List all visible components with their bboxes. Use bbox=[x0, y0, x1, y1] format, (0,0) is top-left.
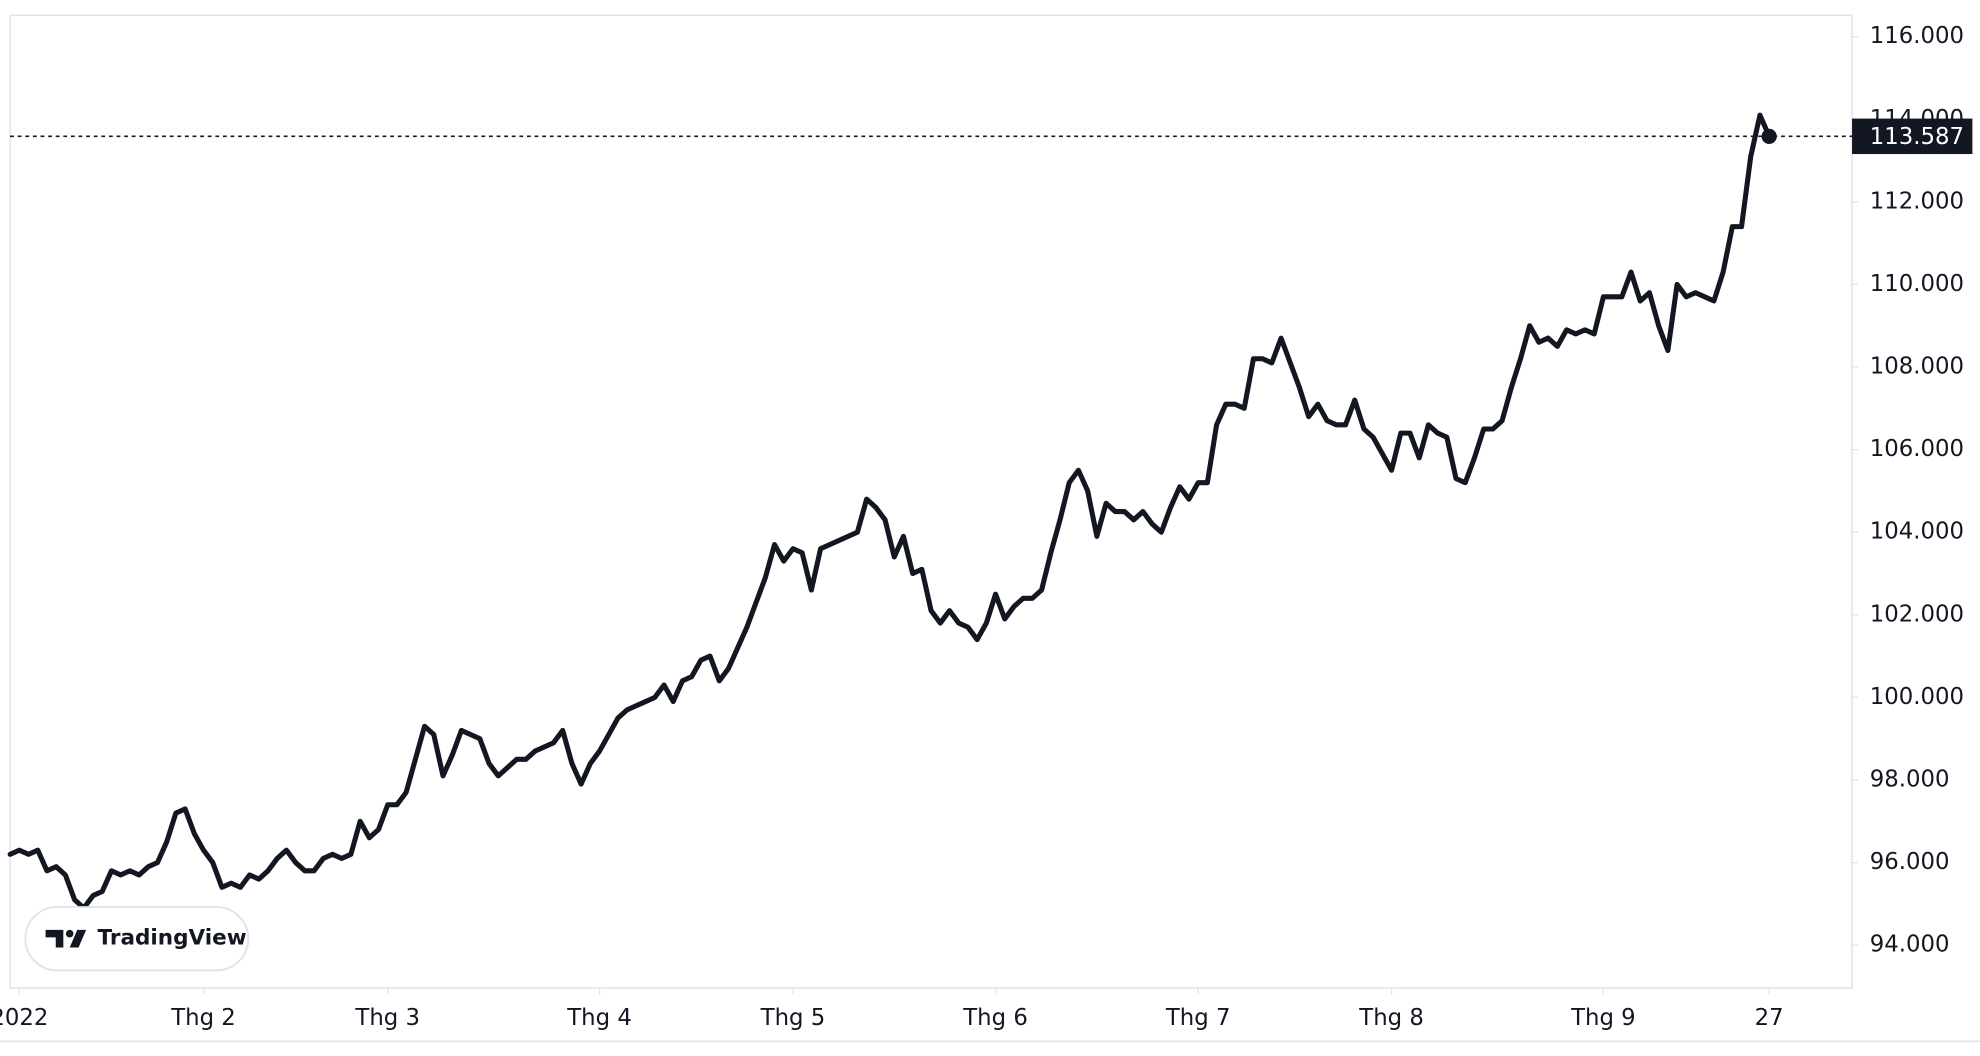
logo-part bbox=[69, 929, 87, 948]
y-tick-label: 96.000 bbox=[1870, 849, 1950, 875]
x-tick-label: Thg 5 bbox=[760, 1005, 826, 1031]
watermark[interactable]: TradingView bbox=[24, 906, 250, 972]
y-tick-label: 116.000 bbox=[1870, 23, 1964, 49]
y-tick-label: 98.000 bbox=[1870, 766, 1950, 792]
y-tick-label: 102.000 bbox=[1870, 601, 1964, 627]
x-tick-label: 27 bbox=[1755, 1005, 1784, 1031]
y-tick-label: 108.000 bbox=[1870, 354, 1964, 380]
x-tick-label: Thg 6 bbox=[962, 1005, 1028, 1031]
price-line bbox=[7, 112, 1772, 911]
x-tick-label: 2022 bbox=[0, 1005, 48, 1031]
logo-part bbox=[45, 929, 64, 948]
y-tick-label: 110.000 bbox=[1870, 271, 1964, 297]
x-tick-label: Thg 4 bbox=[566, 1005, 632, 1031]
x-tick-label: Thg 7 bbox=[1165, 1005, 1231, 1031]
last-price-box bbox=[1852, 118, 1973, 155]
x-tick-label: Thg 9 bbox=[1570, 1005, 1636, 1031]
y-tick-label: 104.000 bbox=[1870, 519, 1964, 545]
y-tick-label: 112.000 bbox=[1870, 188, 1964, 214]
x-tick-label: Thg 8 bbox=[1358, 1005, 1424, 1031]
last-price-label: 113.587 bbox=[1870, 124, 1964, 150]
y-tick-label: 106.000 bbox=[1870, 436, 1964, 462]
watermark-box bbox=[24, 906, 250, 972]
y-tick-label: 100.000 bbox=[1870, 684, 1964, 710]
plot-frame bbox=[9, 14, 1853, 989]
x-tick-label: Thg 2 bbox=[170, 1005, 236, 1031]
y-tick-label: 94.000 bbox=[1870, 932, 1950, 958]
x-tick-label: Thg 3 bbox=[354, 1005, 420, 1031]
chart-layer: 94.000 96.000 98.000 100.000 102.000 104.000 1… bbox=[0, 23, 1973, 1031]
logo-part bbox=[65, 929, 74, 938]
watermark-text: TradingView bbox=[98, 926, 247, 951]
